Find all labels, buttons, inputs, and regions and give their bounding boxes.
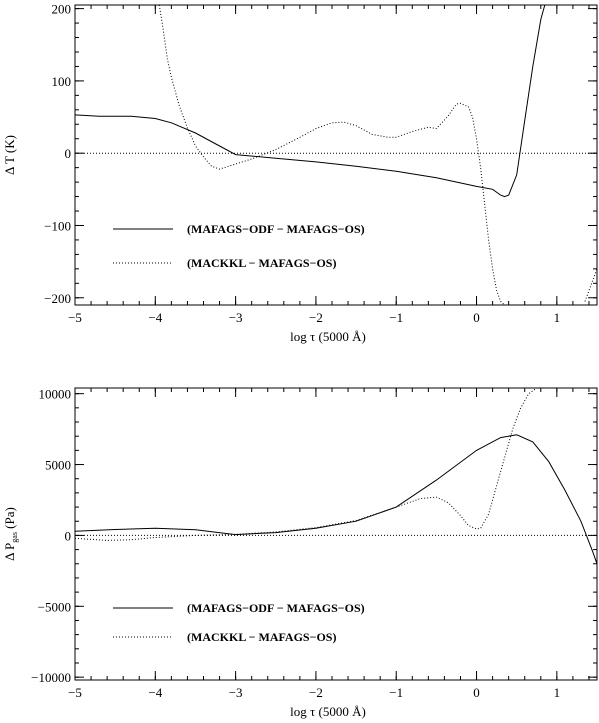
y-tick-label: 200	[52, 2, 72, 17]
x-tick-label: −1	[389, 310, 403, 325]
series-dotted-line	[75, 388, 538, 541]
series-dotted-line	[584, 268, 597, 302]
legend-label: (MAFAGS−ODF − MAFAGS−OS)	[187, 601, 365, 615]
legend-label: (MACKKL − MAFAGS−OS)	[187, 256, 336, 270]
x-tick-label: 1	[554, 685, 561, 700]
y-axis-label: Δ Pgas (Pa)	[2, 507, 19, 561]
plot-frame	[74, 4, 598, 306]
temperature-difference-panel: −5 −4 −3 −2 −1 0 1 −200 −100 0 100 200 (MAFAGS−ODF −…	[2, 2, 598, 344]
x-tick-label: −2	[309, 310, 323, 325]
series-dotted-line	[158, 5, 505, 305]
x-tick-label: 1	[554, 310, 561, 325]
y-tick-label: 5000	[45, 458, 71, 473]
x-tick-label: −2	[309, 685, 323, 700]
y-tick-label: 0	[65, 528, 72, 543]
y-tick-label: −5000	[38, 599, 71, 614]
x-tick-label: −4	[148, 685, 162, 700]
legend-label: (MAFAGS−ODF − MAFAGS−OS)	[187, 222, 365, 236]
y-tick-label: 10000	[39, 387, 72, 402]
gas-pressure-difference-panel: −5 −4 −3 −2 −1 0 1 −10000 −5000 0 5000 10000 (MAFAGS…	[2, 387, 598, 719]
x-tick-label: −5	[68, 310, 82, 325]
series-solid-line	[75, 434, 597, 564]
x-axis-label: log τ (5000 Å)	[290, 704, 366, 719]
x-tick-label: −3	[229, 310, 243, 325]
legend-label: (MACKKL − MAFAGS−OS)	[187, 630, 336, 644]
x-tick-label: −1	[389, 685, 403, 700]
y-tick-label: 100	[52, 74, 72, 89]
x-tick-label: −3	[229, 685, 243, 700]
y-axis-label: Δ T (K)	[2, 135, 17, 175]
y-tick-label: −10000	[31, 670, 71, 685]
x-tick-label: 0	[473, 310, 480, 325]
x-tick-label: 0	[473, 685, 480, 700]
x-tick-label: −5	[68, 685, 82, 700]
y-tick-label: −100	[44, 218, 71, 233]
x-tick-label: −4	[148, 310, 162, 325]
x-axis-label: log τ (5000 Å)	[290, 329, 366, 344]
y-tick-label: 0	[65, 146, 72, 161]
plot-frame	[74, 387, 598, 681]
y-tick-label: −200	[44, 291, 71, 306]
series-solid-line	[75, 5, 546, 198]
